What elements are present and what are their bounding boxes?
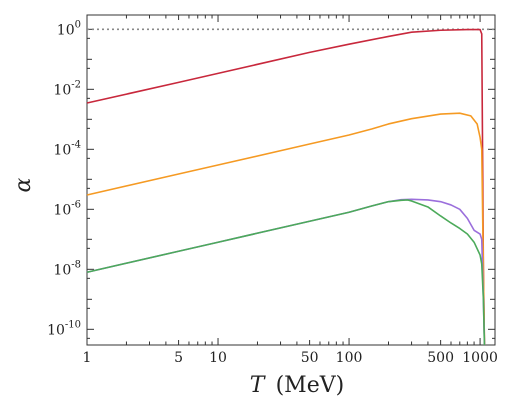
series-line-4 [86, 199, 486, 346]
x-tick-label: 1 [83, 350, 92, 366]
y-tick-label: 10-4 [53, 139, 81, 158]
y-tick-base: 10 [57, 22, 75, 38]
series-layer [86, 28, 486, 346]
x-tick-label: 1000 [462, 350, 498, 366]
y-tick-exponent: -6 [71, 199, 81, 210]
y-tick-label: 10-8 [53, 259, 81, 278]
y-tick-exponent: 0 [75, 19, 81, 30]
x-tick-label: 500 [427, 350, 454, 366]
y-tick-label: 10-6 [53, 199, 81, 218]
x-tick-label: 5 [174, 350, 183, 366]
y-tick-label: 10-2 [53, 79, 81, 98]
x-tick-label: 10 [209, 350, 227, 366]
y-tick-exponent: -8 [71, 259, 81, 270]
series-line-2 [86, 112, 486, 346]
y-axis-title: α [11, 177, 36, 192]
y-tick-exponent: -10 [65, 319, 81, 330]
x-axis-symbol: T [250, 373, 267, 398]
series-line-3 [86, 198, 486, 346]
y-tick-label: 10-10 [47, 319, 81, 338]
series-line-1 [86, 28, 486, 346]
y-tick-base: 10 [53, 82, 71, 98]
y-tick-base: 10 [53, 262, 71, 278]
y-tick-base: 10 [53, 202, 71, 218]
x-tick-label: 100 [336, 350, 363, 366]
x-axis-title: T (MeV) [250, 373, 344, 398]
x-axis-unit: (MeV) [276, 373, 345, 398]
y-tick-exponent: -4 [71, 139, 81, 150]
y-tick-label: 100 [57, 19, 81, 38]
y-tick-base: 10 [47, 322, 65, 338]
y-tick-exponent: -2 [71, 79, 81, 90]
y-tick-base: 10 [53, 142, 71, 158]
plot-frame [86, 14, 496, 346]
x-tick-label: 50 [301, 350, 319, 366]
